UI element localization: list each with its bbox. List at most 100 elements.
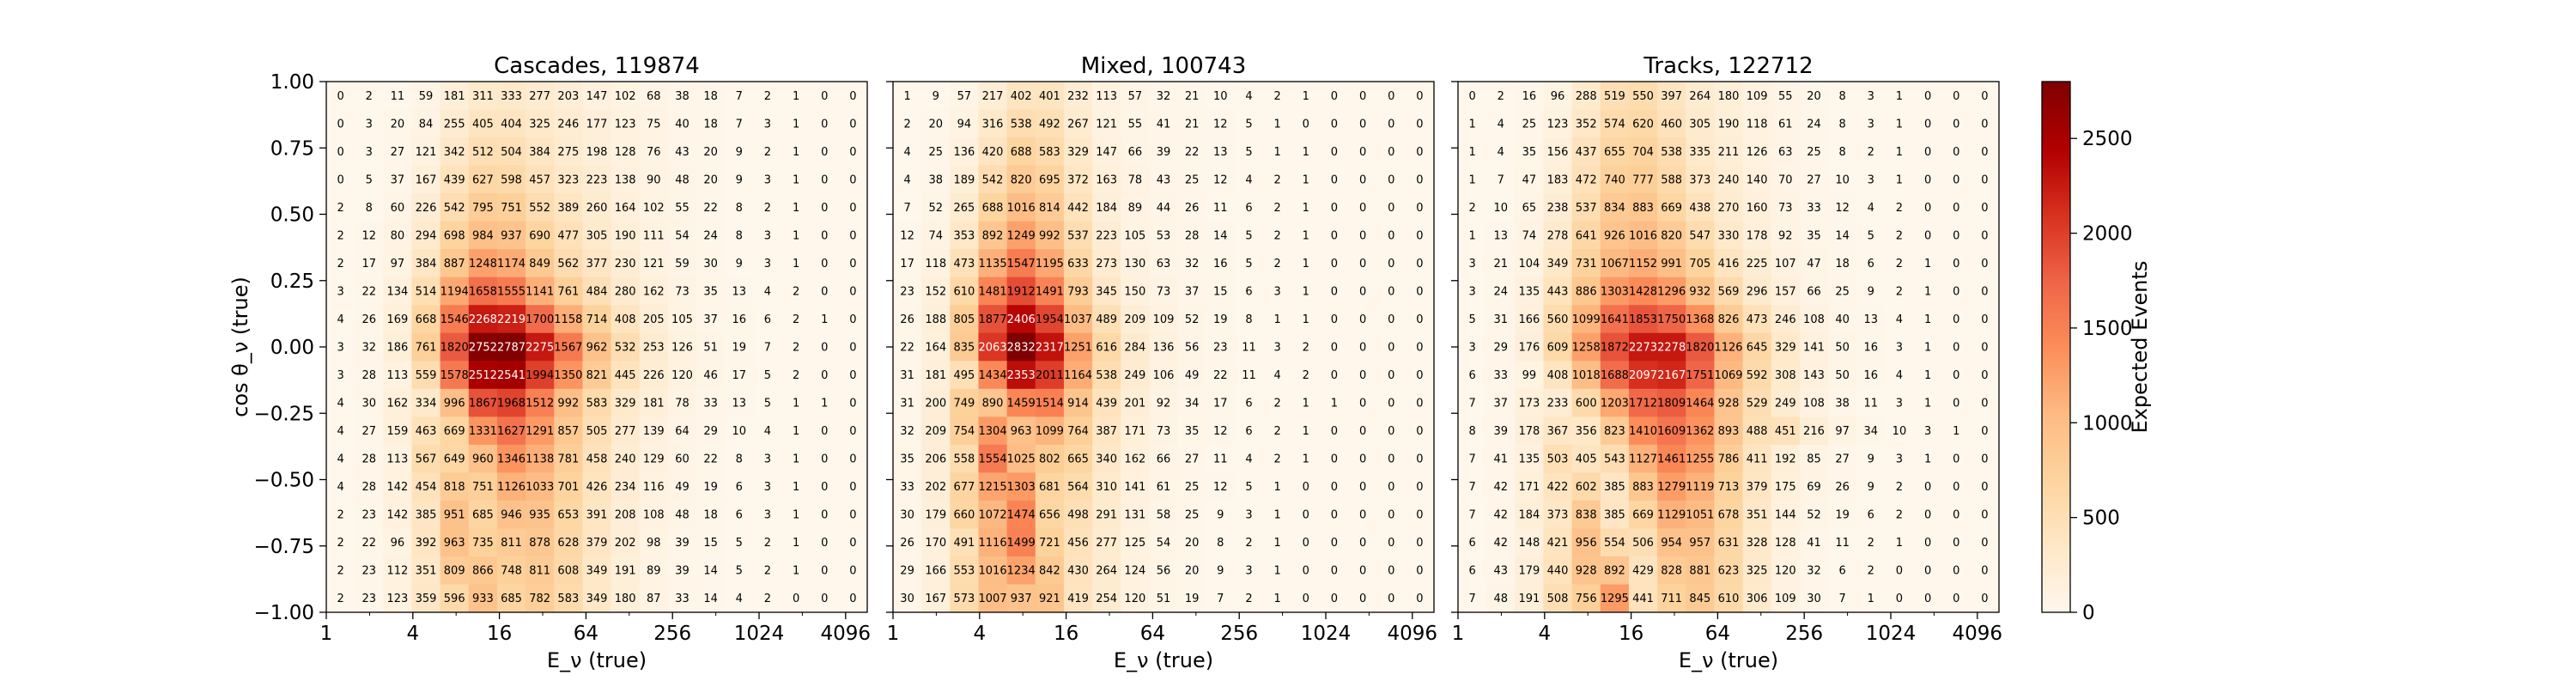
cell-value-label: 43 (675, 146, 690, 159)
heatmap-cell (978, 82, 1008, 111)
heatmap-cell (810, 584, 840, 613)
x-tick-label: 4 (973, 623, 986, 645)
cell-value-label: 78 (675, 398, 690, 410)
heatmap-cell (611, 165, 641, 194)
cell-value-label: 886 (1576, 285, 1597, 298)
heatmap-cell (921, 82, 951, 111)
heatmap-cell (781, 82, 811, 111)
cell-value-label: 2 (1896, 481, 1903, 494)
heatmap-cell (667, 277, 697, 306)
cell-value-label: 288 (1576, 90, 1597, 103)
y-tick-label: −0.25 (254, 403, 314, 425)
heatmap-cell (1206, 137, 1236, 167)
cell-value-label: 1 (793, 146, 799, 159)
cell-value-label: 167 (925, 593, 946, 605)
heatmap-cell (921, 193, 951, 222)
cell-value-label: 109 (1153, 313, 1175, 326)
heatmap-cell (1234, 361, 1264, 390)
heatmap-cell (639, 388, 669, 417)
cell-value-label: 33 (703, 398, 718, 410)
cell-value-label: 223 (1096, 229, 1117, 242)
cell-value-label: 136 (953, 146, 975, 159)
cell-value-label: 1255 (1686, 453, 1714, 466)
cell-value-label: 1641 (1601, 313, 1629, 326)
heatmap-cell (1405, 444, 1435, 473)
cell-value-label: 51 (703, 342, 718, 355)
cell-value-label: 751 (501, 202, 522, 215)
cell-value-label: 0 (849, 565, 856, 578)
cell-value-label: 33 (1493, 369, 1508, 382)
cell-value-label: 2 (1896, 285, 1903, 298)
heatmap-panel: 0 2 11 59 181 311 333 277 203 147 102 68 38 18 7 2 1 0 00 3… (228, 53, 871, 672)
cell-value-label: 4 (337, 453, 343, 466)
heatmap-cell (1320, 416, 1350, 446)
x-tick-label: 256 (653, 623, 691, 645)
cell-value-label: 3 (366, 146, 373, 159)
heatmap-cell (921, 361, 951, 390)
cell-value-label: 0 (1924, 118, 1931, 131)
heatmap-cell (781, 416, 811, 446)
cell-value-label: 31 (900, 398, 914, 410)
cell-value-label: 5 (764, 369, 771, 382)
cell-value-label: 0 (1359, 425, 1366, 438)
cell-value-label: 1877 (979, 313, 1007, 326)
cell-value-label: 0 (1359, 565, 1366, 578)
heatmap-cell (411, 332, 441, 362)
cell-value-label: 389 (557, 202, 579, 215)
cell-value-label: 1279 (1657, 481, 1686, 494)
heatmap-cell (440, 277, 470, 306)
heatmap-cell (781, 472, 811, 502)
colorbar-tick-label: 2500 (2082, 128, 2133, 150)
cell-value-label: 505 (586, 425, 608, 438)
cell-value-label: 0 (1416, 453, 1423, 466)
heatmap-cell (1291, 388, 1321, 417)
cell-value-label: 932 (1689, 285, 1710, 298)
cell-value-label: 0 (1388, 509, 1394, 522)
cell-value-label: 842 (1039, 565, 1060, 578)
cell-value-label: 668 (416, 313, 437, 326)
cell-value-label: 0 (821, 481, 828, 494)
x-tick-label: 256 (1220, 623, 1258, 645)
cell-value-label: 0 (1388, 229, 1394, 242)
cell-value-label: 25 (928, 146, 943, 159)
heatmap-cell (1006, 305, 1036, 334)
cell-value-label: 13 (1493, 229, 1508, 242)
cell-value-label: 10 (732, 425, 747, 438)
heatmap-cell (921, 249, 951, 278)
cell-value-label: 18 (703, 509, 718, 522)
heatmap-cell (355, 472, 384, 502)
heatmap-cell (1320, 500, 1350, 530)
heatmap-cell (1035, 137, 1065, 167)
cell-value-label: 0 (1981, 593, 1988, 605)
cell-value-label: 52 (928, 202, 943, 215)
heatmap-cell (383, 82, 413, 111)
cell-value-label: 2 (1896, 229, 1903, 242)
heatmap-cell (496, 584, 526, 613)
cell-value-label: 31 (1493, 313, 1508, 326)
heatmap-cell (781, 584, 811, 613)
heatmap-cell (1177, 249, 1207, 278)
heatmap-cell (810, 444, 840, 473)
heatmap-cell (725, 472, 754, 502)
cell-value-label: 167 (416, 173, 437, 186)
heatmap-cell (753, 528, 783, 557)
cell-value-label: 735 (472, 537, 494, 550)
cell-value-label: 3 (764, 453, 771, 466)
heatmap-cell (554, 109, 584, 138)
cell-value-label: 0 (1359, 398, 1366, 410)
cell-value-label: 8 (736, 202, 743, 215)
cell-value-label: 136 (1153, 342, 1175, 355)
cell-value-label: 38 (1835, 398, 1850, 410)
heatmap-cell (1063, 388, 1093, 417)
cell-value-label: 373 (1689, 173, 1710, 186)
cell-value-label: 179 (925, 509, 946, 522)
cell-value-label: 3 (1273, 285, 1280, 298)
cell-value-label: 0 (849, 398, 856, 410)
heatmap-cell (1234, 305, 1264, 334)
cell-value-label: 159 (386, 425, 408, 438)
cell-value-label: 0 (1359, 202, 1366, 215)
heatmap-cell (921, 416, 951, 446)
heatmap-cell (1405, 472, 1435, 502)
cell-value-label: 503 (1547, 453, 1569, 466)
cell-value-label: 10 (1213, 90, 1228, 103)
